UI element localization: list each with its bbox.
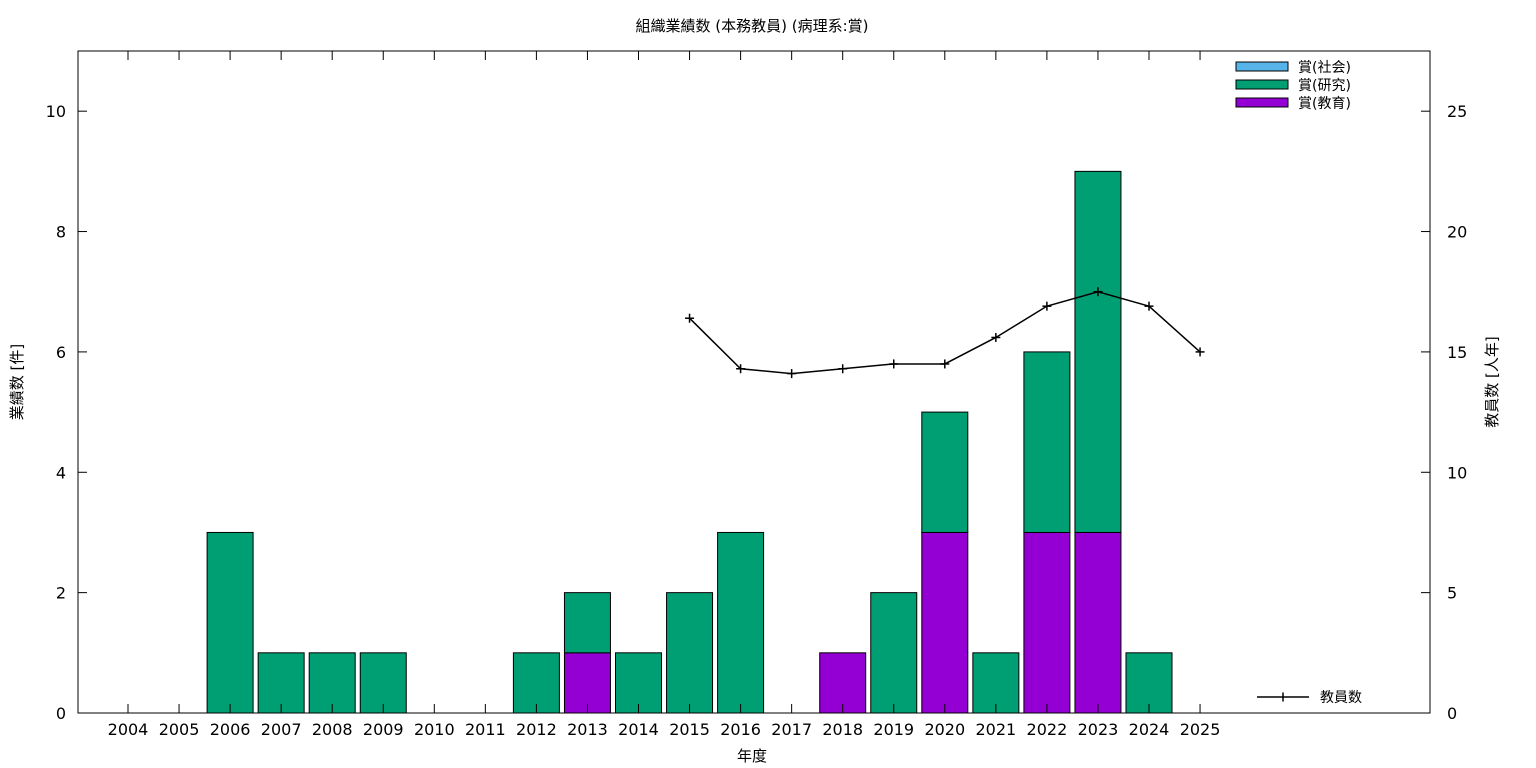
x-tick-label-8: 2012	[516, 720, 557, 739]
bar-2013-series-1	[563, 592, 611, 654]
bar-2008-series-1	[308, 652, 356, 714]
bar-2020-series-0	[921, 531, 969, 714]
line-point-2019	[889, 359, 899, 369]
line-point-2025	[1195, 347, 1205, 357]
legend-swatch-2	[1235, 97, 1289, 108]
line-point-2024	[1144, 301, 1154, 311]
x-tick-label-10: 2014	[618, 720, 659, 739]
bar-2006-series-1	[206, 531, 254, 714]
bar-2022-series-0	[1023, 531, 1071, 714]
y2-tick-label-4: 20	[1447, 223, 1467, 242]
bar-2024-series-1	[1125, 652, 1173, 714]
y2-axis-label: 教員数 [人年]	[1483, 336, 1501, 427]
line-point-2021	[991, 332, 1001, 342]
legend-line-label: 教員数	[1320, 690, 1362, 706]
bar-2015-series-1	[666, 592, 714, 714]
y-tick-label-1: 2	[56, 584, 66, 603]
bar-2023-series-1	[1074, 170, 1122, 533]
x-tick-label-7: 2011	[465, 720, 506, 739]
y2-tick-label-5: 25	[1447, 102, 1467, 121]
x-tick-label-18: 2022	[1027, 720, 1068, 739]
y-tick-label-2: 4	[56, 463, 66, 482]
bar-2018-series-0	[819, 652, 867, 714]
bar-2023-series-0	[1074, 531, 1122, 714]
y-tick-label-3: 6	[56, 343, 66, 362]
x-axis-label: 年度	[737, 747, 767, 765]
x-tick-label-12: 2016	[720, 720, 761, 739]
x-tick-label-3: 2007	[261, 720, 302, 739]
y2-tick-label-1: 5	[1447, 584, 1457, 603]
y-axis-label: 業績数 [件]	[8, 344, 26, 420]
x-tick-label-20: 2024	[1129, 720, 1170, 739]
x-tick-label-19: 2023	[1078, 720, 1119, 739]
x-tick-label-4: 2008	[312, 720, 353, 739]
bar-2013-series-0	[563, 652, 611, 714]
line-point-2017	[787, 369, 797, 379]
x-tick-label-6: 2010	[414, 720, 455, 739]
x-tick-label-15: 2019	[873, 720, 914, 739]
y2-tick-label-2: 10	[1447, 463, 1467, 482]
line-group	[685, 287, 1205, 379]
bar-2009-series-1	[359, 652, 407, 714]
bar-2020-series-1	[921, 411, 969, 533]
x-tick-label-14: 2018	[822, 720, 863, 739]
x-tick-label-5: 2009	[363, 720, 404, 739]
bar-2007-series-1	[257, 652, 305, 714]
bar-2022-series-1	[1023, 351, 1071, 533]
bars-group	[206, 170, 1173, 714]
chart-title: 組織業績数 (本務教員) (病理系:賞)	[636, 17, 869, 35]
legend-swatch-1	[1235, 79, 1289, 90]
x-tick-label-0: 2004	[108, 720, 149, 739]
legend-label-0: 賞(社会)	[1298, 60, 1351, 76]
x-tick-label-1: 2005	[159, 720, 200, 739]
bar-2019-series-1	[870, 592, 918, 714]
bar-2016-series-1	[717, 531, 765, 714]
bar-2014-series-1	[615, 652, 662, 714]
plot-frame	[77, 50, 1431, 714]
legend-label-1: 賞(研究)	[1298, 78, 1351, 94]
x-tick-label-21: 2025	[1180, 720, 1221, 739]
bar-2021-series-1	[972, 652, 1020, 714]
y2-tick-label-3: 15	[1447, 343, 1467, 362]
line-point-2020	[940, 359, 950, 369]
legend-swatch-0	[1235, 61, 1289, 72]
legend-label-2: 賞(教育)	[1298, 96, 1351, 112]
y-tick-label-5: 10	[46, 102, 66, 121]
y-tick-label-0: 0	[56, 704, 66, 723]
x-tick-label-2: 2006	[210, 720, 251, 739]
x-tick-label-13: 2017	[771, 720, 812, 739]
legend: 賞(社会) 賞(研究) 賞(教育) 教員数	[1235, 60, 1362, 706]
x-tick-label-16: 2020	[924, 720, 965, 739]
x-tick-label-17: 2021	[975, 720, 1016, 739]
x-tick-label-9: 2013	[567, 720, 608, 739]
line-point-2022	[1042, 301, 1052, 311]
y-tick-label-4: 8	[56, 223, 66, 242]
line-point-2016	[736, 364, 746, 374]
line-point-2023	[1093, 287, 1103, 297]
line-point-2018	[838, 364, 848, 374]
y2-tick-label-0: 0	[1447, 704, 1457, 723]
line-point-2015	[685, 313, 695, 323]
bar-2012-series-1	[512, 652, 560, 714]
x-tick-label-11: 2015	[669, 720, 710, 739]
